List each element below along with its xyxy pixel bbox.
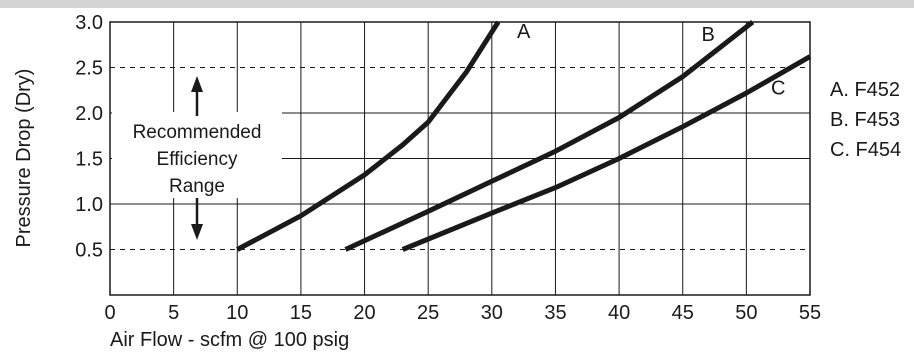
series-line-a: [236, 20, 501, 252]
y-tick-label: 0.5: [75, 240, 103, 262]
plot-frame: [109, 21, 811, 296]
x-tick-label: 30: [481, 302, 503, 324]
x-tick-label: 15: [290, 302, 312, 324]
series-line-b: [344, 20, 755, 252]
y-tick-label: 3.0: [75, 12, 103, 34]
x-tick-label: 20: [353, 302, 375, 324]
x-axis-label: Air Flow - scfm @ 100 psig: [110, 329, 349, 351]
x-tick-label: 0: [104, 302, 115, 324]
y-tick-label: 1.5: [75, 149, 103, 171]
y-axis-label: Pressure Drop (Dry): [13, 69, 35, 248]
y-tick-label: 2.5: [75, 58, 103, 80]
legend-entry: A. F452: [830, 79, 900, 101]
x-tick-label: 40: [608, 302, 630, 324]
y-tick-label: 2.0: [75, 103, 103, 125]
y-tick-labels: 0.5 1.0 1.5 2.0 2.5 3.0: [75, 12, 103, 262]
top-border-bar: [0, 0, 914, 8]
series-label-a: A: [517, 21, 531, 43]
annotation-background: [112, 112, 282, 198]
series-label-c: C: [771, 78, 785, 100]
x-tick-labels: 0 5 10 15 20 25 30 35 40 45 50 55: [104, 302, 821, 324]
legend-entry: B. F453: [830, 109, 900, 131]
annotation-line-2: Efficiency: [157, 149, 238, 170]
x-tick-label: 50: [735, 302, 757, 324]
legend-entry: C. F454: [830, 139, 901, 161]
series-line-c: [401, 54, 812, 252]
y-tick-label: 1.0: [75, 194, 103, 216]
efficiency-range-annotation: Recommended Efficiency Range: [112, 76, 282, 240]
up-arrow-head: [191, 76, 203, 92]
legend: A. F452 B. F453 C. F454: [830, 79, 901, 161]
down-arrow-head: [191, 224, 203, 240]
annotation-line-1: Recommended: [133, 122, 262, 143]
x-tick-label: 45: [672, 302, 694, 324]
x-tick-label: 25: [417, 302, 439, 324]
annotation-line-3: Range: [169, 176, 225, 197]
series-label-b: B: [702, 24, 715, 46]
series-labels: A B C: [517, 21, 785, 99]
x-tick-label: 5: [168, 302, 179, 324]
series-lines: [236, 20, 812, 252]
x-tick-label: 10: [226, 302, 248, 324]
x-tick-label: 35: [544, 302, 566, 324]
x-tick-label: 55: [799, 302, 821, 324]
